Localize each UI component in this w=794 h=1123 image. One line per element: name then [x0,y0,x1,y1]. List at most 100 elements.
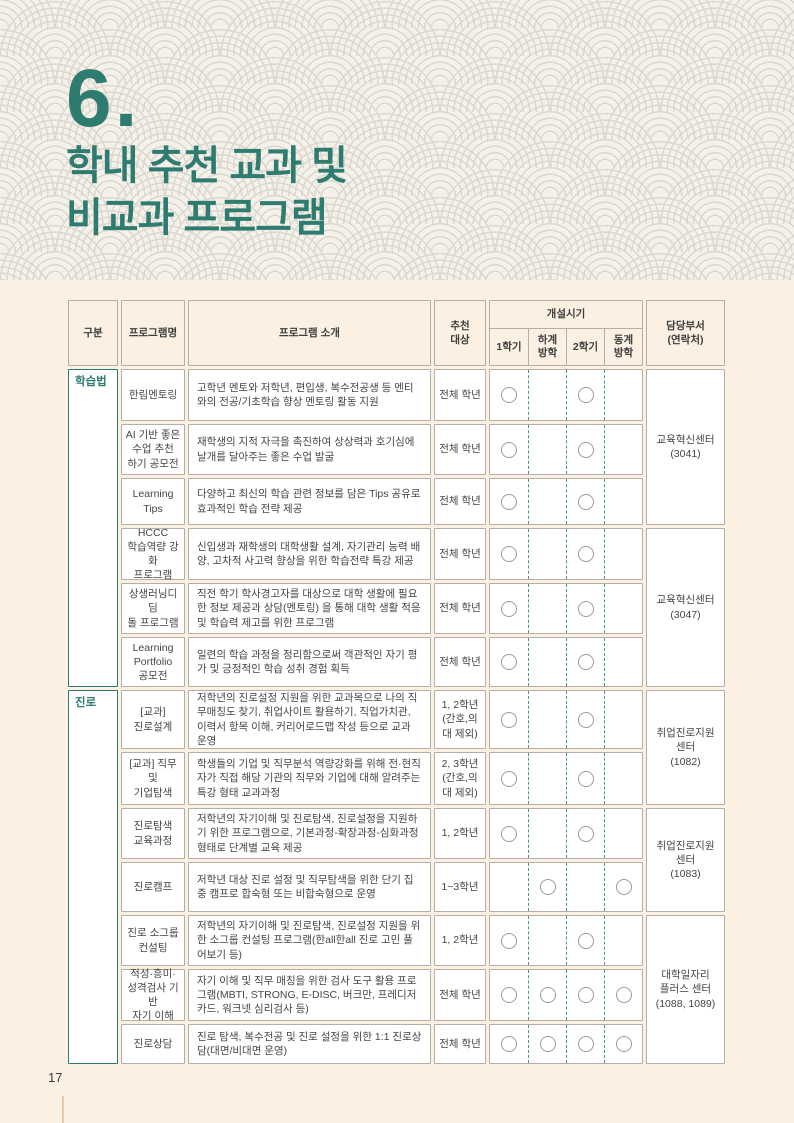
term-mark-3 [566,584,604,633]
term-mark-4 [604,809,642,858]
term-mark-3 [566,1025,604,1063]
term-mark-1 [490,479,528,524]
schedule-cell [489,752,643,805]
target-cell: 전체 학년 [434,583,486,634]
program-name-cell: 한림멘토링 [121,369,185,421]
term-mark-4 [604,584,642,633]
target-cell: 전체 학년 [434,478,486,525]
term-mark-1 [490,809,528,858]
department-cell: 대학일자리 플러스 센터 (1088, 1089) [646,915,725,1064]
term-mark-3 [566,809,604,858]
program-name-cell: [교과] 진로설계 [121,690,185,749]
program-desc-cell: 저학년의 자기이해 및 진로탐색, 진로설정을 지원하기 위한 프로그램으로, … [188,808,431,859]
title-block: 6. 학내 추천 교과 및 비교과 프로그램 [66,53,348,244]
section-number: 6. [66,53,141,144]
term-mark-1 [490,753,528,804]
term-mark-4 [604,691,642,748]
schedule-cell [489,424,643,475]
schedule-cell [489,915,643,966]
header-program-intro: 프로그램 소개 [188,300,431,366]
term-mark-2 [528,970,566,1020]
target-cell: 1~3학년 [434,862,486,912]
schedule-cell [489,637,643,687]
term-mark-3 [566,638,604,686]
term-mark-1 [490,584,528,633]
target-cell: 전체 학년 [434,424,486,475]
program-desc-cell: 저학년의 자기이해 및 진로탐색, 진로설정 지원을 위한 소그룹 컨설팅 프로… [188,915,431,966]
schedule-cell [489,969,643,1021]
term-mark-4 [604,370,642,420]
program-desc-cell: 직전 학기 학사경고자를 대상으로 대학 생활에 필요한 정보 제공과 상담(멘… [188,583,431,634]
department-cell: 취업진로지원 센터 (1082) [646,690,725,805]
schedule-cell [489,862,643,912]
term-mark-1 [490,370,528,420]
term-mark-1 [490,691,528,748]
term-mark-3 [566,970,604,1020]
term-mark-2 [528,370,566,420]
header-department: 담당부서 (연락처) [646,300,725,366]
term-mark-4 [604,753,642,804]
target-cell: 1, 2학년 [434,915,486,966]
schedule-cell [489,808,643,859]
target-cell: 전체 학년 [434,1024,486,1064]
schedule-cell [489,583,643,634]
term-mark-4 [604,638,642,686]
term-mark-3 [566,370,604,420]
term-mark-1 [490,1025,528,1063]
header-schedule-title: 개설시기 [490,301,642,329]
program-name-cell: [교과] 직무 및 기업탐색 [121,752,185,805]
schedule-cell [489,478,643,525]
term-mark-2 [528,753,566,804]
term-mark-1 [490,638,528,686]
program-name-cell: Learning Tips [121,478,185,525]
header-target: 추천 대상 [434,300,486,366]
program-desc-cell: 일련의 학습 과정을 정리함으로써 객관적인 자기 평가 및 긍정적인 학습 성… [188,637,431,687]
term-mark-2 [528,425,566,474]
program-name-cell: 진로탐색 교육과정 [121,808,185,859]
schedule-cell [489,528,643,580]
term-mark-2 [528,916,566,965]
program-name-cell: 진로상담 [121,1024,185,1064]
term-mark-4 [604,479,642,524]
program-desc-cell: 재학생의 지적 자극을 촉진하여 상상력과 호기심에 날개를 달아주는 좋은 수… [188,424,431,475]
program-desc-cell: 저학년의 진로설정 지원을 위한 교과목으로 나의 직무매칭도 찾기, 취업사이… [188,690,431,749]
header-term-1: 1학기 [496,340,522,353]
department-cell: 취업진로지원 센터 (1083) [646,808,725,912]
program-desc-cell: 자기 이해 및 직무 매칭을 위한 검사 도구 활용 프로그램(MBTI, ST… [188,969,431,1021]
term-mark-4 [604,425,642,474]
program-desc-cell: 진로 탐색, 복수전공 및 진로 설정을 위한 1:1 진로상담(대면/비대면 … [188,1024,431,1064]
term-mark-1 [490,529,528,579]
target-cell: 전체 학년 [434,528,486,580]
term-mark-3 [566,425,604,474]
term-mark-1 [490,863,528,911]
term-mark-1 [490,970,528,1020]
page-title-line1: 학내 추천 교과 및 [66,144,348,188]
header-term-3: 2학기 [566,329,604,365]
schedule-cell [489,690,643,749]
department-cell: 교육혁신센터 (3041) [646,369,725,525]
term-mark-2 [528,809,566,858]
page-title-line2: 비교과 프로그램 [66,196,328,240]
program-desc-cell: 고학년 멘토와 저학년, 편입생, 복수전공생 등 멘티와의 전공/기초학습 향… [188,369,431,421]
term-mark-3 [566,691,604,748]
term-mark-2 [528,638,566,686]
header-term-2: 하계 방학 [528,329,566,365]
term-mark-4 [604,1025,642,1063]
header-program-name: 프로그램명 [121,300,185,366]
target-cell: 1, 2학년 [434,808,486,859]
term-mark-4 [604,863,642,911]
wave-pattern-banner: 6. 학내 추천 교과 및 비교과 프로그램 [0,0,794,280]
department-cell: 교육혁신센터 (3047) [646,528,725,687]
term-mark-2 [528,691,566,748]
program-name-cell: HCCC 학습역량 강화 프로그램 [121,527,185,581]
group-cell-learning-methods: 학습법 [68,369,118,687]
term-mark-1 [490,425,528,474]
program-desc-cell: 학생들의 기업 및 직무분석 역량강화를 위해 전·현직자가 직접 해당 기관의… [188,752,431,805]
term-mark-1 [490,916,528,965]
program-desc-cell: 저학년 대상 진로 설정 및 직무탐색을 위한 단기 집중 캠프로 합숙형 또는… [188,862,431,912]
term-mark-4 [604,916,642,965]
program-desc-cell: 신입생과 재학생의 대학생활 설계, 자기관리 능력 배양, 고차적 사고력 향… [188,528,431,580]
term-mark-3 [566,529,604,579]
header-schedule-terms: 1학기 하계 방학 2학기 동계 방학 [490,329,642,365]
term-mark-3 [566,753,604,804]
